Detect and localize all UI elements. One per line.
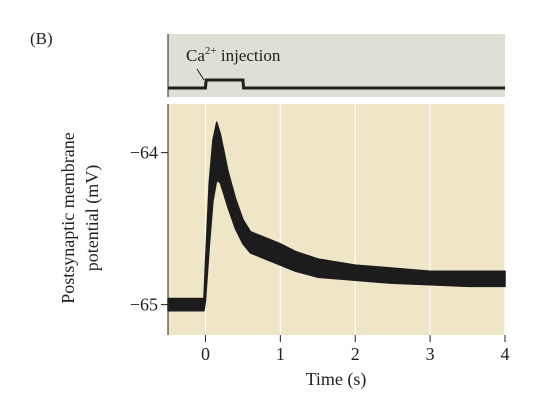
x-tick-label: 2 xyxy=(351,344,360,364)
annotation-leader-line xyxy=(196,68,205,81)
y-axis-title-line-1: Postsynaptic membrane xyxy=(58,132,78,303)
y-axis-title: Postsynaptic membrane potential (mV) xyxy=(58,132,103,303)
ca-injection-label: Ca2+ injection xyxy=(186,45,281,65)
plot-background xyxy=(168,104,505,335)
x-tick-label: 4 xyxy=(501,344,510,364)
y-tick-label: −64 xyxy=(130,143,158,163)
stimulus-trace xyxy=(168,78,505,90)
x-axis-title: Time (s) xyxy=(306,369,367,390)
x-tick-label: 1 xyxy=(276,344,285,364)
y-ticks: −64 −65 xyxy=(130,143,168,315)
x-tick-label: 3 xyxy=(426,344,435,364)
stimulus-panel: Ca2+ injection xyxy=(167,34,505,97)
x-tick-label: 0 xyxy=(201,344,210,364)
membrane-potential-chart: −64 −65 0 1 2 3 4 Time (s) Postsynaptic membr… xyxy=(58,104,510,390)
membrane-potential-trace xyxy=(167,121,506,312)
x-ticks: 0 1 2 3 4 xyxy=(201,335,510,364)
panel-label: (B) xyxy=(30,29,53,48)
y-tick-label: −65 xyxy=(130,295,158,315)
y-axis-title-line-2: potential (mV) xyxy=(82,165,103,271)
